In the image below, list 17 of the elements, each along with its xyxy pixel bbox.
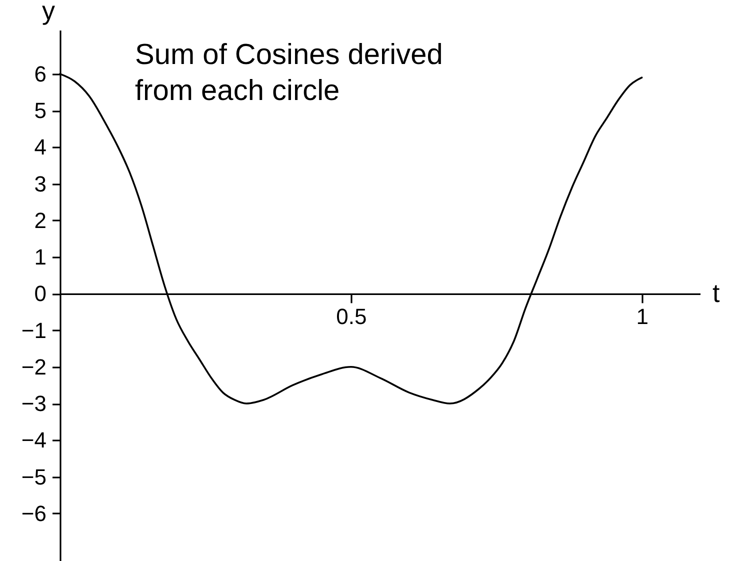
y-tick-label: 6	[34, 61, 46, 86]
y-axis-title: y	[42, 0, 55, 26]
y-tick-label: 1	[34, 244, 46, 270]
y-tick-label: −6	[21, 500, 46, 526]
y-tick-label: −1	[21, 318, 46, 343]
text: Sum of Cosines derived from each circle	[135, 39, 443, 107]
y-tick-label: 4	[34, 134, 46, 160]
x-axis-title: t	[712, 278, 720, 308]
y-tick-label: 3	[34, 171, 46, 196]
x-tick-label: 0.5	[336, 304, 367, 330]
y-tick-label: −4	[21, 428, 46, 453]
y-tick-label: 5	[34, 98, 46, 124]
y-tick-label: −3	[21, 391, 46, 416]
y-tick-label: 0	[34, 281, 46, 306]
y-tick-label: −5	[21, 464, 46, 490]
y-tick-label: 2	[34, 208, 46, 233]
y-tick-label: −2	[21, 354, 46, 380]
